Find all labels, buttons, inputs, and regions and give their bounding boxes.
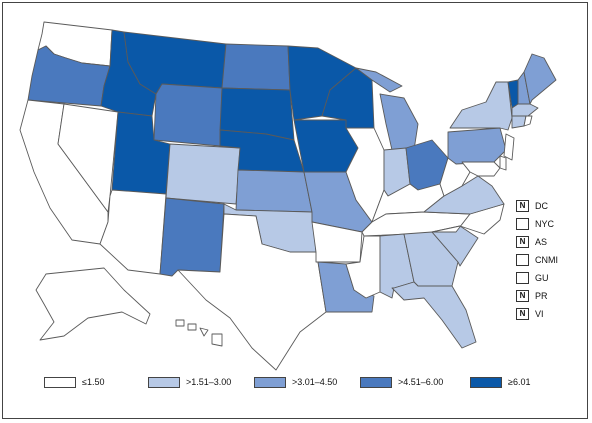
legend-label-1: >1.51–3.00 xyxy=(186,377,232,387)
territory-label-as: AS xyxy=(535,237,548,247)
legend-swatch-0 xyxy=(44,377,76,388)
state-ks xyxy=(235,169,313,213)
state-az xyxy=(99,189,167,275)
state-wi xyxy=(321,67,375,129)
state-nm xyxy=(159,197,225,277)
legend-swatch-2 xyxy=(254,377,286,388)
territory-label-vi: VI xyxy=(535,309,544,319)
state-co xyxy=(165,143,241,205)
state-pa xyxy=(447,127,507,165)
state-ms xyxy=(345,235,381,299)
territory-box-gu xyxy=(516,272,529,284)
state-mi xyxy=(379,93,419,151)
state-ri xyxy=(523,115,533,127)
territory-box-cnmi xyxy=(516,254,529,266)
territory-label-cnmi: CNMI xyxy=(535,255,558,265)
territory-label-nyc: NYC xyxy=(535,219,555,229)
state-nd xyxy=(221,43,291,91)
state-fl xyxy=(391,281,477,349)
state-me xyxy=(523,53,557,105)
legend-swatch-4 xyxy=(470,377,502,388)
territory-label-gu: GU xyxy=(535,273,549,283)
territory-box-dc: N xyxy=(516,200,529,212)
state-md xyxy=(461,161,501,177)
territory-box-vi: N xyxy=(516,308,529,320)
state-tx xyxy=(177,213,327,371)
territory-label-dc: DC xyxy=(535,201,548,211)
territory-box-pr: N xyxy=(516,290,529,302)
legend-label-4: ≥6.01 xyxy=(508,377,531,387)
legend-label-3: >4.51–6.00 xyxy=(398,377,444,387)
state-ny xyxy=(449,81,513,131)
legend-swatch-1 xyxy=(148,377,180,388)
state-ar xyxy=(311,221,363,263)
state-nj xyxy=(503,133,515,161)
legend-label-2: >3.01–4.50 xyxy=(292,377,338,387)
state-wy xyxy=(153,83,223,147)
territory-box-as: N xyxy=(516,236,529,248)
state-ak xyxy=(35,267,151,341)
legend-swatch-3 xyxy=(360,377,392,388)
state-de xyxy=(499,155,507,171)
territory-box-nyc xyxy=(516,218,529,230)
map-frame xyxy=(2,2,588,419)
state-hi xyxy=(175,319,223,347)
territory-label-pr: PR xyxy=(535,291,548,301)
state-mi-up xyxy=(355,67,403,93)
legend-label-0: ≤1.50 xyxy=(82,377,105,387)
state-ma xyxy=(511,103,539,117)
